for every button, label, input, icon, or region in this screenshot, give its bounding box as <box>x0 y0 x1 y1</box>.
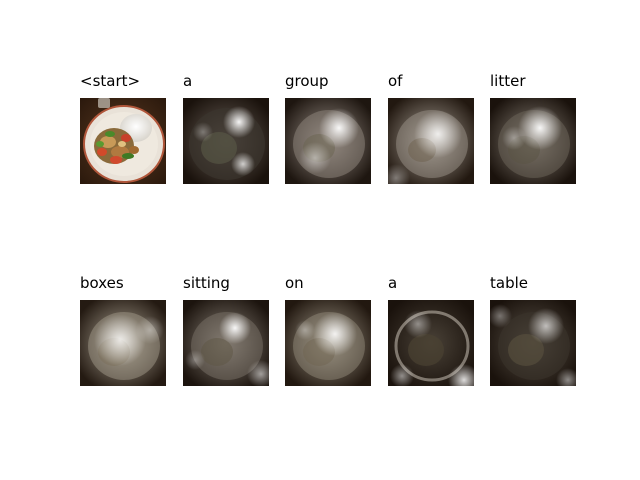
token-label: boxes <box>80 274 124 292</box>
original-food-image <box>80 98 166 184</box>
attention-map <box>388 98 474 184</box>
token-label: <start> <box>80 72 141 90</box>
token-label: sitting <box>183 274 230 292</box>
attention-map <box>285 300 371 386</box>
token-label: a <box>183 72 193 90</box>
token-label: on <box>285 274 304 292</box>
attention-map <box>490 300 576 386</box>
attention-map <box>80 300 166 386</box>
token-label: of <box>388 72 403 90</box>
token-label: litter <box>490 72 526 90</box>
token-label: group <box>285 72 329 90</box>
token-label: table <box>490 274 528 292</box>
attention-map <box>388 300 474 386</box>
token-label: a <box>388 274 398 292</box>
attention-map <box>183 300 269 386</box>
attention-map <box>183 98 269 184</box>
attention-map <box>490 98 576 184</box>
attention-map <box>285 98 371 184</box>
